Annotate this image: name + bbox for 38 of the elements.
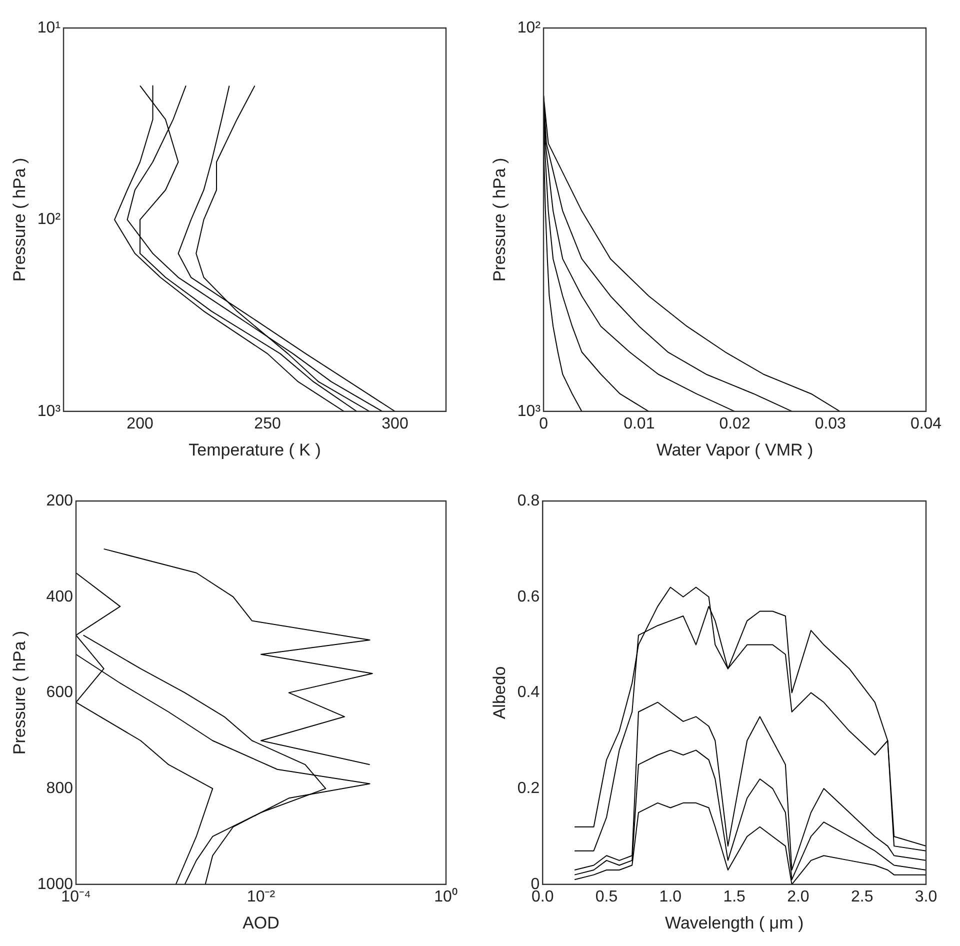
x-tick-label: 200 [126,415,154,432]
y-tick-label: 0.2 [517,780,540,797]
y-axis-title: Pressure ( hPa ) [10,630,29,755]
x-axis-title: Temperature ( K ) [188,440,321,460]
y-tick-label: 10³ [37,402,62,420]
x-tick-label: 0.01 [624,415,655,432]
x-axis-title: AOD [242,913,280,932]
y-tick-label: 10² [517,19,542,36]
x-tick-label: 10⁻⁴ [61,888,91,906]
x-axis-title: Water Vapor ( VMR ) [656,440,814,460]
x-tick-label: 0.04 [910,415,942,432]
y-tick-label: 0.6 [517,588,540,606]
y-tick-label: 800 [46,780,74,797]
x-tick-label: 0.03 [814,415,846,432]
x-tick-label: 0.5 [595,888,618,906]
x-tick-label: 0.02 [719,415,750,432]
x-tick-label: 10⁰ [434,887,458,906]
y-axis-title: Pressure ( hPa ) [490,158,509,282]
x-axis-title: Wavelength ( μm ) [665,913,804,932]
y-tick-label: 10² [37,211,62,228]
y-axis-title: Pressure ( hPa ) [10,158,29,282]
y-axis-title: Albedo [490,666,509,720]
y-tick-label: 10¹ [37,19,61,36]
x-tick-label: 300 [382,415,408,432]
x-tick-label: 3.0 [914,888,938,906]
y-tick-label: 10³ [517,402,542,420]
x-tick-label: 1.0 [659,888,682,906]
x-tick-label: 250 [254,415,281,432]
x-tick-label: 0.0 [532,888,554,906]
y-tick-label: 200 [46,492,74,510]
y-tick-label: 0.4 [517,684,540,702]
x-tick-label: 10⁻² [246,888,276,906]
y-tick-label: 0.8 [517,492,540,510]
y-tick-label: 600 [46,684,74,702]
x-tick-label: 2.0 [787,888,810,906]
x-tick-label: 2.5 [850,888,874,906]
x-tick-label: 1.5 [723,888,746,906]
y-tick-label: 400 [46,588,74,606]
